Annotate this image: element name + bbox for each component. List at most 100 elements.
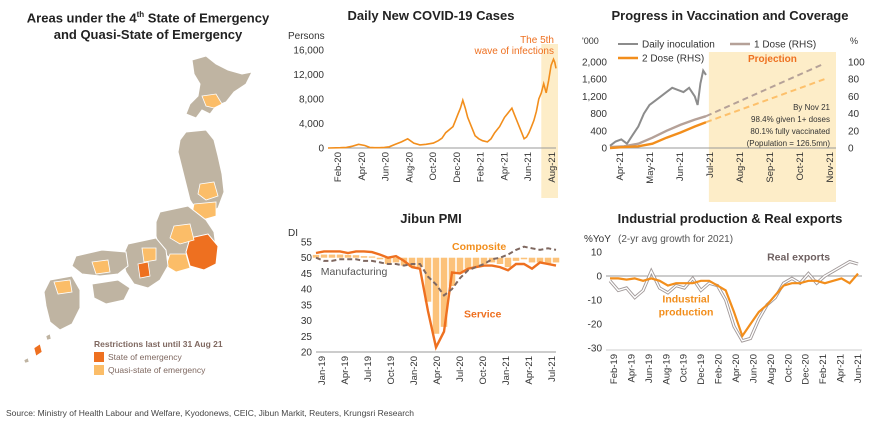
pmi-composite-bar xyxy=(496,257,504,264)
pmi-composite-bar xyxy=(536,257,544,263)
pmi-composite-bar xyxy=(408,257,416,268)
pmi-xtick: Jan-21 xyxy=(501,356,512,385)
vacc-ytick-right: 40 xyxy=(848,109,860,120)
vacc-ytick-right: 20 xyxy=(848,126,860,137)
vacc-ytick-right: 60 xyxy=(848,92,860,103)
ip-xtick: Dec-19 xyxy=(696,354,707,385)
pmi-composite-bar xyxy=(552,257,560,263)
pmi-xtick: Jan-19 xyxy=(317,356,328,385)
cases-ytick: 16,000 xyxy=(293,46,324,57)
ip-exports-label: Real exports xyxy=(767,251,830,263)
ip-xtick: Aug-19 xyxy=(661,354,672,385)
cases-xtick: Aug-21 xyxy=(547,152,558,183)
pmi-xtick: Apr-19 xyxy=(340,356,351,385)
pmi-composite-bar xyxy=(544,257,552,264)
pmi-xtick: Apr-21 xyxy=(524,356,535,385)
map-legend-swatch-emergency xyxy=(94,352,104,362)
vacc-legend-dose2: 2 Dose (RHS) xyxy=(642,54,704,65)
vacc-legend-daily: Daily inoculation xyxy=(642,40,715,51)
pmi-composite-bar xyxy=(504,257,512,268)
pmi-ytick: 50 xyxy=(301,253,313,264)
vacc-xtick: Nov-21 xyxy=(825,152,836,183)
ip-xtick: Apr-21 xyxy=(836,354,847,383)
cases-ytick: 4,000 xyxy=(299,119,324,130)
vacc-ytick-left: 0 xyxy=(601,144,607,155)
vacc-note: 98.4% given 1+ doses xyxy=(751,115,830,124)
map-legend-item-emergency: State of emergency xyxy=(94,352,223,362)
vacc-ytick-left: 1,200 xyxy=(582,92,607,103)
ip-exports-line-outer xyxy=(608,259,859,343)
cases-ylabel: Persons xyxy=(288,31,325,42)
pmi-manufacturing-line xyxy=(315,245,557,297)
vacc-legend-dose1: 1 Dose (RHS) xyxy=(754,40,816,51)
source-note: Source: Ministry of Health Labour and We… xyxy=(6,408,415,418)
vacc-xtick: Apr-21 xyxy=(615,152,626,181)
ip-xtick: Apr-19 xyxy=(626,354,637,383)
map-title-line1-end: State of Emergency xyxy=(144,10,270,26)
vacc-ytick-right: 100 xyxy=(848,58,865,69)
cases-xtick: Apr-20 xyxy=(357,152,368,181)
pmi-ytick: 20 xyxy=(301,348,313,359)
vacc-ytick-right: 0 xyxy=(848,144,854,155)
ip-production-line xyxy=(610,272,859,339)
pmi-composite-bar xyxy=(488,257,496,263)
vacc-yunit-right: % xyxy=(850,36,858,46)
pmi-composite-bar xyxy=(464,257,472,269)
pmi-composite-bar xyxy=(424,257,432,302)
pmi-composite-bar xyxy=(432,257,440,334)
ip-xtick: Aug-20 xyxy=(766,354,777,385)
pmi-composite-bar xyxy=(320,254,328,258)
vacc-line-daily xyxy=(609,68,707,147)
pmi-composite-bar xyxy=(368,256,376,258)
pmi-composite-bar xyxy=(352,255,360,258)
cases-annotation-1: The 5th xyxy=(520,35,554,46)
pmi-composite-bar xyxy=(472,257,480,268)
pmi-xtick: Oct-19 xyxy=(386,356,397,385)
pmi-composite-bar xyxy=(480,257,488,264)
map-region-shikoku xyxy=(91,279,131,305)
pmi-composite-bar xyxy=(312,254,320,258)
pmi-xtick: Oct-20 xyxy=(478,356,489,385)
ip-xtick: Feb-21 xyxy=(818,354,829,384)
vacc-note: By Nov 21 xyxy=(793,103,830,112)
ip-xtick: Jun-21 xyxy=(853,354,864,383)
map-region-hokkaido xyxy=(185,55,253,119)
map-legend-title: Restrictions last until 31 Aug 21 xyxy=(94,339,223,349)
pmi-composite-bar xyxy=(360,256,368,258)
pmi-xtick: Jan-20 xyxy=(409,356,420,385)
pmi-ytick: 35 xyxy=(301,300,313,311)
pmi-xtick: Apr-20 xyxy=(432,356,443,385)
vacc-title: Progress in Vaccination and Coverage xyxy=(611,8,849,23)
map-region-kanto-emergency xyxy=(185,233,219,271)
cases-xtick: Feb-21 xyxy=(476,152,487,182)
cases-xtick: Aug-20 xyxy=(404,152,415,183)
map-legend-label-quasi: Quasi-state of emergency xyxy=(108,365,206,375)
pmi-chart: DI 20 25 30 35 40 45 50 55 Composite Manufacturing… xyxy=(288,228,560,385)
cases-highlight xyxy=(541,44,558,198)
map-legend-item-quasi: Quasi-state of emergency xyxy=(94,365,223,375)
vacc-highlight xyxy=(708,52,836,202)
ip-xtick: Feb-19 xyxy=(609,354,620,384)
cases-xtick: Apr-21 xyxy=(499,152,510,181)
map-region-okinawa-emergency xyxy=(33,343,43,357)
ip-ylabel-note: (2-yr avg growth for 2021) xyxy=(618,234,733,245)
map-title-line1: Areas under the 4 xyxy=(26,10,137,26)
ip-xtick: Jun-19 xyxy=(644,354,655,383)
ip-exports-line-inner xyxy=(609,260,859,342)
vacc-ytick-left: 1,600 xyxy=(582,75,607,86)
pmi-title: Jibun PMI xyxy=(400,211,462,226)
vacc-xtick: May-21 xyxy=(645,152,656,184)
vacc-ytick-left: 2,000 xyxy=(582,58,607,69)
cases-xtick: Jun-21 xyxy=(523,152,534,181)
vacc-xtick: Oct-21 xyxy=(795,152,806,181)
pmi-composite-bar xyxy=(528,257,536,263)
vacc-line-dose2-proj xyxy=(705,78,826,124)
ip-production-label-2: production xyxy=(659,307,714,319)
cases-xtick: Dec-20 xyxy=(452,152,463,183)
pmi-xtick: Jul-20 xyxy=(455,356,466,382)
cases-ytick: 8,000 xyxy=(299,95,324,106)
ip-chart: %YoY (2-yr avg growth for 2021) -30 -20 -10 0… xyxy=(584,234,864,385)
cases-annotation-2: wave of infections xyxy=(474,46,555,57)
pmi-ytick: 55 xyxy=(301,238,313,249)
pmi-ytick: 45 xyxy=(301,269,313,280)
